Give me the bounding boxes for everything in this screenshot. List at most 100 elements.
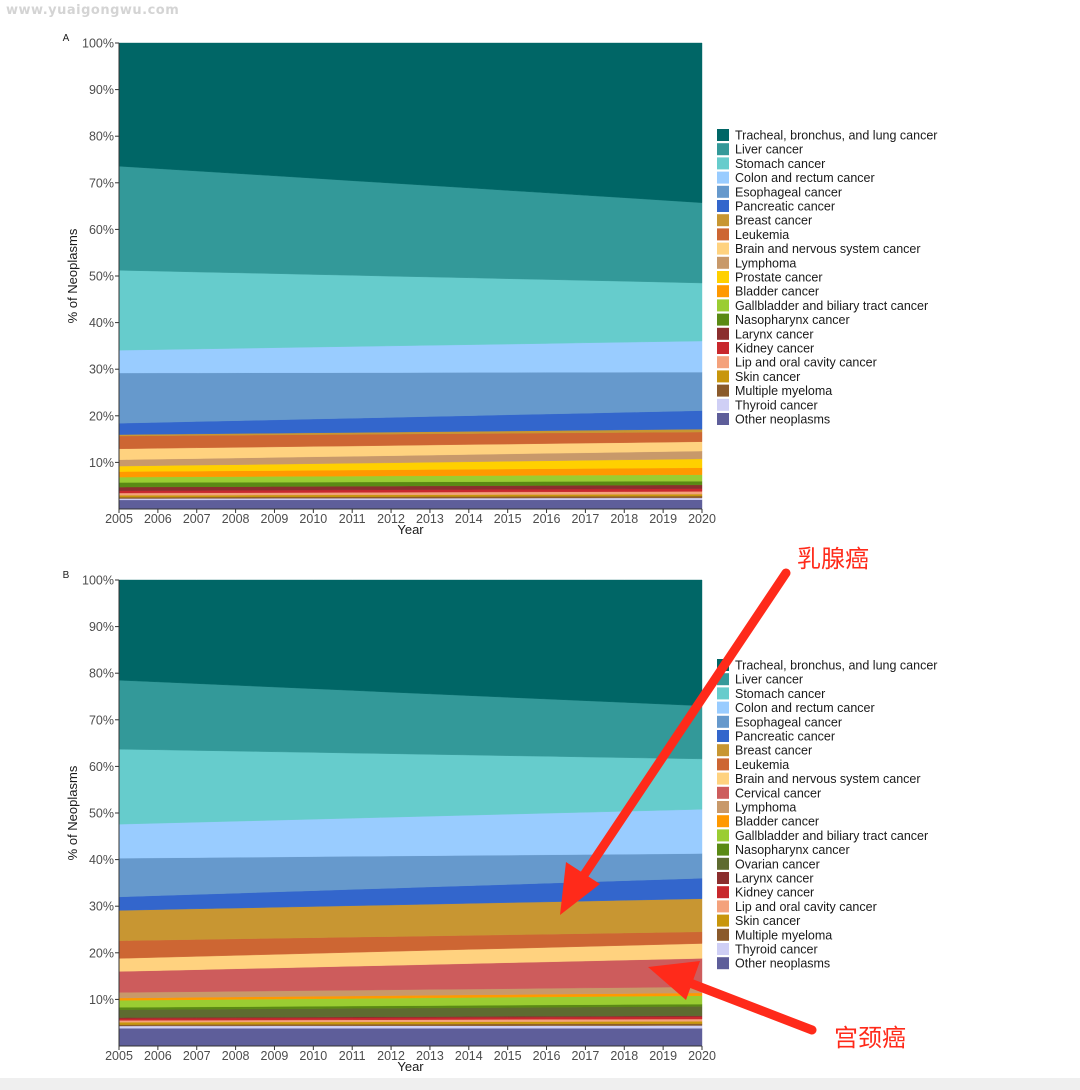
annotation-breast-cancer-text: 乳腺癌 bbox=[797, 545, 869, 573]
chart-panel-b: 10% 20% 30% 40% 50% 60% 70% 80% 90% 100% 2005 2006 2… bbox=[63, 570, 938, 1074]
x-tick-label: 2016 bbox=[533, 512, 561, 526]
legend-label: Kidney cancer bbox=[735, 886, 814, 900]
y-tick-label: 20% bbox=[89, 409, 114, 423]
x-tick-label: 2010 bbox=[299, 1049, 327, 1063]
y-tick-label: 60% bbox=[89, 760, 114, 774]
legend-label: Stomach cancer bbox=[735, 157, 825, 171]
legend-label: Other neoplasms bbox=[735, 413, 830, 427]
chart-legend: Tracheal, bronchus, and lung cancerLiver… bbox=[717, 129, 937, 427]
legend-swatch bbox=[717, 829, 729, 842]
legend-swatch bbox=[717, 758, 729, 771]
legend-swatch bbox=[717, 730, 729, 742]
x-tick-label: 2018 bbox=[610, 1049, 638, 1063]
chart-legend: Tracheal, bronchus, and lung cancerLiver… bbox=[717, 659, 937, 971]
legend-swatch bbox=[717, 701, 729, 714]
legend-label: Prostate cancer bbox=[735, 271, 823, 285]
legend-label: Kidney cancer bbox=[735, 342, 814, 356]
legend-label: Skin cancer bbox=[735, 914, 800, 928]
legend-swatch bbox=[717, 928, 729, 941]
y-tick-label: 60% bbox=[89, 223, 114, 237]
arrow-breast-head bbox=[560, 862, 600, 915]
x-tick-label: 2006 bbox=[144, 512, 172, 526]
legend-swatch bbox=[717, 957, 729, 970]
x-axis-title: Year bbox=[397, 1059, 424, 1074]
x-tick-label: 2009 bbox=[261, 1049, 289, 1063]
y-tick-label: 40% bbox=[89, 316, 114, 330]
area-tracheal-bronchus-and-lung-cancer bbox=[118, 42, 703, 203]
y-tick-label: 100% bbox=[82, 574, 114, 588]
x-tick-label: 2014 bbox=[455, 1049, 483, 1063]
legend-swatch bbox=[717, 772, 729, 785]
legend-label: Lip and oral cavity cancer bbox=[735, 356, 877, 370]
legend-label: Pancreatic cancer bbox=[735, 200, 835, 214]
legend-label: Larynx cancer bbox=[735, 327, 814, 341]
legend-label: Tracheal, bronchus, and lung cancer bbox=[735, 129, 937, 143]
legend-swatch bbox=[717, 299, 729, 312]
y-axis-title: % of Neoplasms bbox=[65, 765, 80, 860]
x-tick-label: 2014 bbox=[455, 512, 483, 526]
legend-swatch bbox=[717, 271, 729, 283]
legend-label: Other neoplasms bbox=[735, 957, 830, 971]
legend-swatch bbox=[717, 342, 729, 354]
legend-swatch bbox=[717, 157, 729, 170]
legend-label: Lip and oral cavity cancer bbox=[735, 900, 877, 914]
panel-label: A bbox=[63, 33, 70, 44]
legend-label: Pancreatic cancer bbox=[735, 730, 835, 744]
legend-swatch bbox=[717, 327, 729, 340]
legend-label: Leukemia bbox=[735, 758, 789, 772]
legend-swatch bbox=[717, 886, 729, 899]
x-tick-label: 2008 bbox=[222, 1049, 250, 1063]
legend-swatch bbox=[717, 129, 729, 141]
y-axis-title: % of Neoplasms bbox=[65, 228, 80, 323]
legend-swatch bbox=[717, 228, 729, 241]
x-tick-label: 2010 bbox=[299, 512, 327, 526]
legend-swatch bbox=[717, 200, 729, 212]
legend-swatch bbox=[717, 715, 729, 728]
y-tick-label: 90% bbox=[89, 620, 114, 634]
legend-label: Brain and nervous system cancer bbox=[735, 772, 921, 786]
x-tick-label: 2013 bbox=[416, 1049, 444, 1063]
x-tick-label: 2015 bbox=[494, 1049, 522, 1063]
annotation-cervical-cancer-text: 宫颈癌 bbox=[834, 1024, 906, 1052]
arrow-cervical-shaft bbox=[685, 978, 817, 1035]
legend-swatch bbox=[717, 815, 729, 828]
x-tick-label: 2007 bbox=[183, 1049, 211, 1063]
legend-swatch bbox=[717, 356, 729, 369]
arrow-cervical-head bbox=[648, 961, 700, 1000]
legend-label: Multiple myeloma bbox=[735, 384, 832, 398]
legend-swatch bbox=[717, 143, 729, 156]
x-tick-label: 2012 bbox=[377, 1049, 405, 1063]
legend-swatch bbox=[717, 857, 729, 870]
panel-label: B bbox=[63, 570, 70, 581]
y-tick-label: 20% bbox=[89, 946, 114, 960]
x-tick-label: 2011 bbox=[339, 512, 366, 526]
legend-swatch bbox=[717, 413, 729, 425]
legend-label: Gallbladder and biliary tract cancer bbox=[735, 299, 928, 313]
y-tick-label: 30% bbox=[89, 363, 114, 377]
legend-label: Bladder cancer bbox=[735, 815, 819, 829]
legend-label: Lymphoma bbox=[735, 801, 796, 815]
bottom-strip bbox=[0, 1078, 1080, 1090]
x-tick-label: 2016 bbox=[533, 1049, 561, 1063]
area-other-neoplasms bbox=[118, 1028, 703, 1047]
legend-swatch bbox=[717, 943, 729, 955]
x-tick-label: 2015 bbox=[494, 512, 522, 526]
legend-label: Liver cancer bbox=[735, 143, 803, 157]
area-stomach-cancer bbox=[118, 270, 703, 351]
legend-swatch bbox=[717, 914, 729, 927]
legend-label: Brain and nervous system cancer bbox=[735, 242, 921, 256]
x-tick-label: 2019 bbox=[649, 512, 677, 526]
y-tick-label: 100% bbox=[82, 37, 114, 51]
x-tick-label: 2018 bbox=[610, 512, 638, 526]
legend-label: Gallbladder and biliary tract cancer bbox=[735, 829, 928, 843]
legend-swatch bbox=[717, 214, 729, 227]
legend-swatch bbox=[717, 185, 729, 198]
legend-swatch bbox=[717, 872, 729, 884]
area-other-neoplasms bbox=[118, 499, 703, 510]
legend-swatch bbox=[717, 171, 729, 184]
legend-label: Liver cancer bbox=[735, 673, 803, 687]
y-tick-label: 40% bbox=[89, 853, 114, 867]
y-tick-label: 30% bbox=[89, 900, 114, 914]
legend-swatch bbox=[717, 687, 729, 700]
